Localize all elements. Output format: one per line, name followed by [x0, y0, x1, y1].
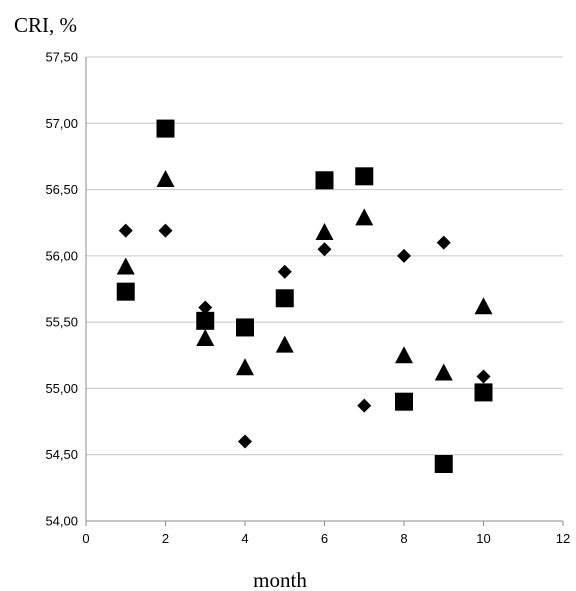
x-tick-label: 8 [400, 531, 407, 546]
diamond-point [118, 223, 133, 238]
square-point [156, 119, 175, 138]
diamond-point [436, 235, 451, 250]
triangle-point [434, 363, 453, 381]
x-tick-label: 12 [556, 531, 570, 546]
diamond-point [198, 300, 213, 315]
triangle-point [474, 297, 493, 315]
y-tick-labels: 54,00 54,50 55,00 55,50 56,00 56,50 57,00 57,50 [45, 50, 78, 529]
triangle-point [275, 335, 294, 353]
square-point [116, 282, 135, 301]
triangle-point [116, 257, 135, 275]
y-tick-label: 55,50 [45, 315, 78, 330]
y-tick-label: 57,50 [45, 50, 78, 65]
diamond-point [238, 434, 252, 449]
x-tick-label: 4 [241, 531, 248, 546]
square-point [275, 289, 294, 308]
y-tick-label: 54,50 [45, 447, 78, 462]
y-tick-label: 56,50 [45, 182, 78, 197]
y-tick-label: 57,00 [45, 116, 78, 131]
triangle-point [355, 208, 374, 226]
triangle-point [196, 329, 215, 347]
x-axis-title: month [253, 568, 307, 591]
square-point [395, 392, 413, 411]
diamond-point [277, 264, 292, 279]
triangle-point [315, 222, 334, 240]
x-tick-label: 2 [162, 531, 169, 546]
diamond-point [476, 369, 491, 384]
y-axis-title: CRI, % [14, 13, 77, 37]
data-points [116, 119, 493, 473]
square-point [355, 167, 374, 186]
triangle-point [156, 169, 175, 187]
x-tick-label: 6 [321, 531, 328, 546]
triangle-point [236, 358, 254, 376]
x-tick-labels: 0 2 4 6 8 10 12 [82, 521, 570, 546]
y-tick-label: 55,00 [45, 381, 78, 396]
diamond-point [397, 248, 411, 263]
diamond-point [317, 242, 332, 257]
square-point [474, 383, 493, 402]
square-point [236, 318, 254, 337]
diamond-point [357, 398, 372, 413]
y-tick-label: 56,00 [45, 248, 78, 263]
square-point [196, 311, 215, 330]
square-point [315, 171, 334, 190]
square-point [434, 454, 453, 473]
y-tick-label: 54,00 [45, 514, 78, 529]
x-tick-label: 0 [82, 531, 89, 546]
triangle-point [395, 346, 413, 364]
x-tick-label: 10 [476, 531, 490, 546]
diamond-point [158, 223, 173, 238]
